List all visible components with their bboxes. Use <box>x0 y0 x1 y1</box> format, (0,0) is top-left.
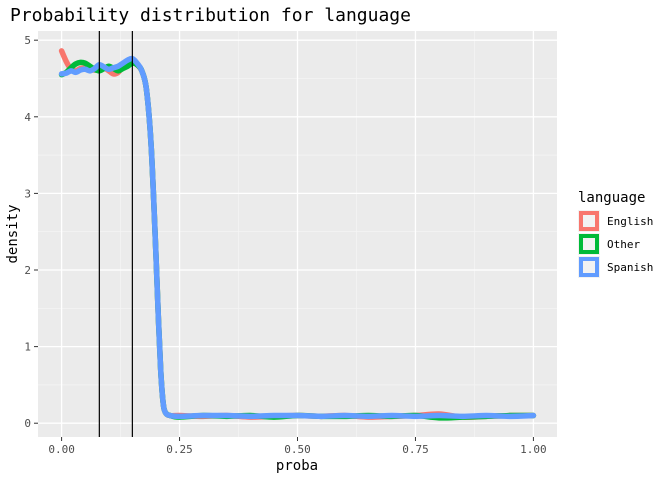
legend-title: language <box>578 190 645 206</box>
y-axis-ticks: 0 1 2 3 4 5 <box>24 34 38 430</box>
x-tick-label: 0.75 <box>402 443 429 456</box>
legend-label-spanish: Spanish <box>607 261 653 274</box>
y-axis-label: density <box>5 204 21 263</box>
legend-key-english <box>579 211 599 231</box>
y-tick-label: 3 <box>24 187 31 200</box>
chart-title: Probability distribution for language <box>10 5 411 26</box>
x-axis-label: proba <box>276 458 318 474</box>
legend-key-background <box>578 256 600 278</box>
y-tick-label: 0 <box>24 417 31 430</box>
y-tick-label: 2 <box>24 264 31 277</box>
x-tick-label: 0.50 <box>284 443 311 456</box>
x-tick-label: 0.25 <box>166 443 193 456</box>
legend-key-background <box>578 233 600 255</box>
major-gridlines <box>38 31 557 437</box>
y-tick-label: 1 <box>24 341 31 354</box>
x-tick-label: 1.00 <box>520 443 547 456</box>
legend: language English Other Spanish <box>578 190 653 278</box>
legend-key-other <box>579 234 599 254</box>
y-tick-label: 4 <box>24 111 31 124</box>
legend-key-background <box>578 210 600 232</box>
x-tick-label: 0.00 <box>48 443 75 456</box>
series-lines <box>58 48 537 421</box>
x-axis-ticks: 0.00 0.25 0.50 0.75 1.00 <box>48 437 547 456</box>
legend-label-other: Other <box>607 238 640 251</box>
legend-key-spanish <box>579 257 599 277</box>
reference-lines <box>98 31 133 437</box>
legend-label-english: English <box>607 215 653 228</box>
series-line-spanish <box>58 55 537 420</box>
y-tick-label: 5 <box>24 34 31 47</box>
